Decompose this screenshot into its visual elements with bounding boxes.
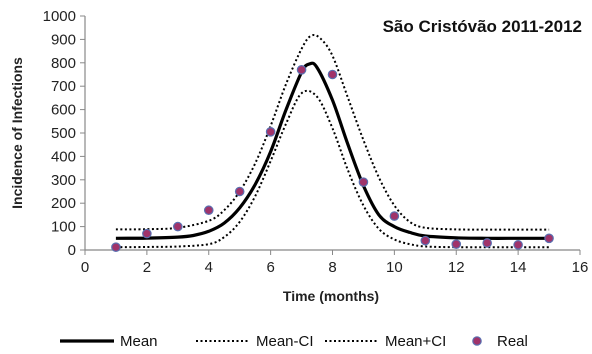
real-data-point — [420, 235, 431, 246]
real-data-point — [389, 211, 400, 221]
real-data-point — [265, 127, 276, 137]
y-tick-label: 1000 — [43, 8, 76, 25]
y-tick-label: 700 — [51, 78, 76, 95]
y-tick-label: 100 — [51, 219, 76, 236]
legend-swatch — [472, 336, 482, 346]
y-tick-label: 200 — [51, 195, 76, 212]
real-data-point — [327, 69, 338, 80]
y-tick-label: 300 — [51, 172, 76, 189]
x-tick-labels: 0 2 4 6 8 10 12 14 16 — [81, 259, 589, 276]
x-tick-label: 14 — [510, 259, 527, 276]
legend-item-mean-ci: Mean-CI — [196, 333, 314, 350]
x-tick-label: 12 — [448, 259, 465, 276]
legend-label: Real — [497, 333, 528, 350]
real-data-point — [234, 186, 245, 197]
x-tick-label: 8 — [328, 259, 336, 276]
series-mean-ci-line — [115, 89, 550, 249]
real-data-point — [544, 233, 554, 244]
y-tick-label: 900 — [51, 31, 76, 48]
y-axis-title: Incidence of Infections — [9, 57, 25, 209]
x-tick-label: 4 — [205, 259, 213, 276]
legend-item-real: Real — [472, 333, 528, 350]
series-mean-ci-line — [115, 33, 550, 231]
real-data-point — [173, 221, 183, 232]
real-data-point — [513, 240, 523, 250]
x-tick-label: 6 — [266, 259, 274, 276]
y-tick-label: 0 — [68, 242, 76, 259]
series-real — [111, 65, 554, 252]
y-tick-label: 600 — [51, 102, 76, 119]
x-tick-label: 16 — [572, 259, 589, 276]
legend: Mean Mean-CI Mean+CI Real — [60, 333, 528, 350]
legend-label: Mean — [120, 333, 158, 350]
x-tick-label: 10 — [386, 259, 403, 276]
chart-title: São Cristóvão 2011-2012 — [383, 17, 582, 36]
real-data-point — [203, 205, 214, 216]
y-tick-label: 800 — [51, 55, 76, 72]
real-data-point — [142, 228, 152, 239]
real-data-point — [111, 242, 121, 252]
legend-label: Mean+CI — [385, 333, 446, 350]
real-data-point — [451, 239, 462, 249]
y-tick-label: 500 — [51, 125, 76, 142]
y-tick-label: 400 — [51, 148, 76, 165]
real-data-point — [482, 238, 492, 248]
real-data-point — [296, 65, 307, 75]
series-mean-line — [115, 61, 550, 240]
series-layer — [111, 33, 554, 252]
legend-item-mean: Mean — [60, 333, 158, 350]
axes — [80, 15, 581, 255]
x-tick-label: 0 — [81, 259, 89, 276]
y-tick-labels: 0 100 200 300 400 500 600 700 800 900 1000 — [43, 8, 76, 259]
legend-label: Mean-CI — [256, 333, 314, 350]
legend-item-mean-ci: Mean+CI — [325, 333, 446, 350]
real-data-point — [358, 177, 369, 187]
x-tick-label: 2 — [143, 259, 151, 276]
x-axis-title: Time (months) — [283, 288, 379, 304]
